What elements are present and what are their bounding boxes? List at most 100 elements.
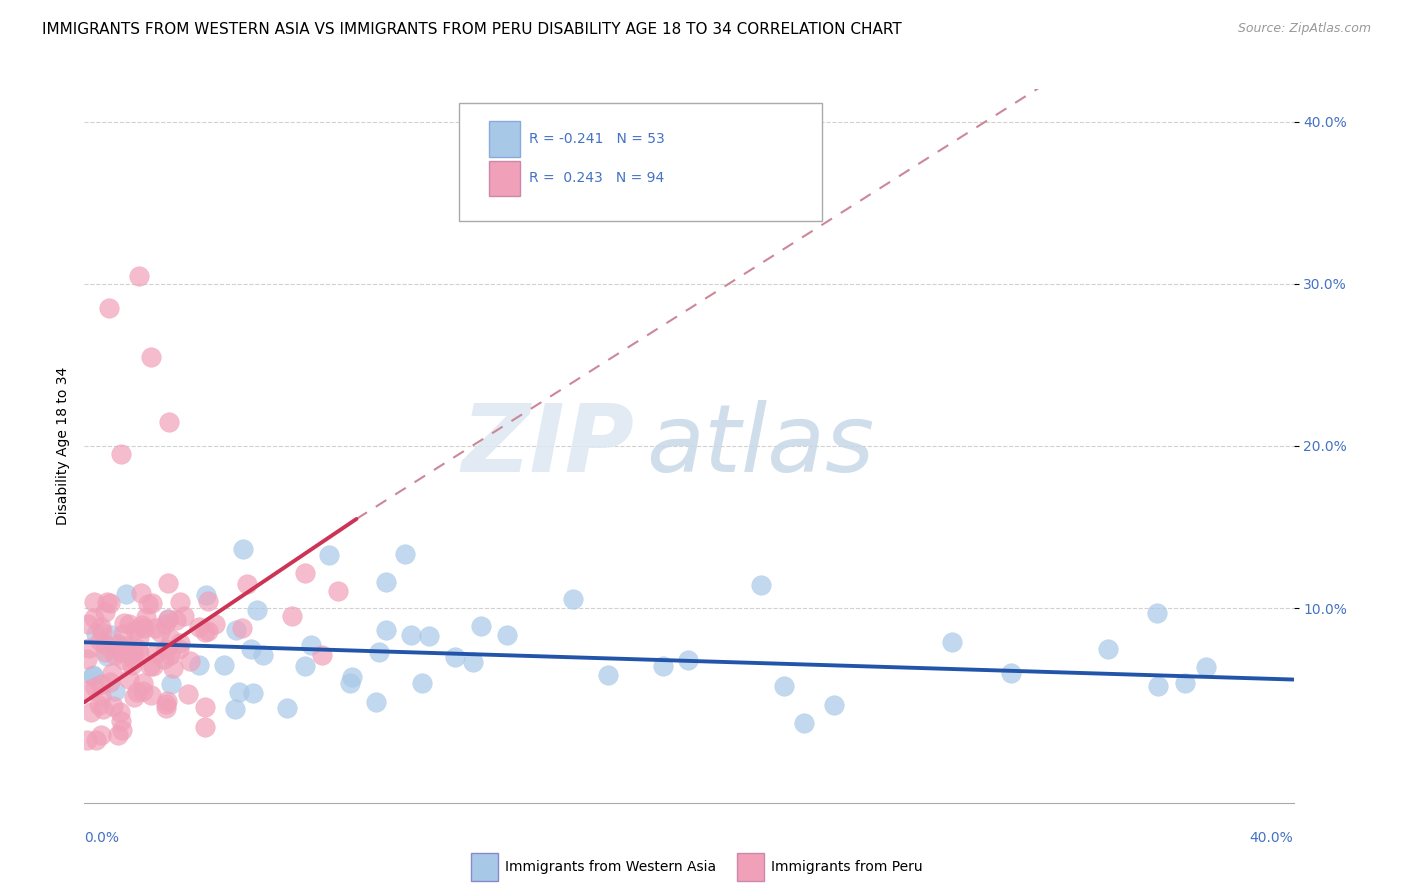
Point	[90, 728, 112, 742]
Point	[162, 661, 184, 675]
Point	[751, 578, 773, 592]
Point	[110, 714, 132, 728]
Point	[197, 624, 219, 638]
Point	[118, 647, 141, 661]
Point	[470, 619, 492, 633]
Point	[153, 651, 176, 665]
Point	[83, 611, 105, 625]
Point	[91, 702, 114, 716]
Point	[231, 621, 253, 635]
Point	[364, 695, 387, 709]
FancyBboxPatch shape	[737, 853, 763, 881]
Point	[179, 654, 201, 668]
Point	[562, 592, 585, 607]
Point	[135, 610, 157, 624]
Point	[169, 642, 191, 657]
Point	[225, 624, 247, 638]
Text: Immigrants from Peru: Immigrants from Peru	[770, 860, 922, 874]
Point	[394, 547, 416, 561]
Point	[118, 617, 141, 632]
Point	[89, 633, 111, 648]
Point	[418, 629, 440, 643]
Point	[169, 595, 191, 609]
Point	[100, 665, 122, 680]
Point	[118, 672, 141, 686]
Point	[77, 641, 100, 656]
Point	[111, 723, 134, 738]
Point	[1146, 606, 1168, 620]
Point	[128, 630, 150, 644]
Text: R = -0.241   N = 53: R = -0.241 N = 53	[529, 132, 665, 146]
Point	[93, 645, 115, 659]
Point	[676, 653, 699, 667]
Point	[96, 595, 118, 609]
Point	[156, 612, 179, 626]
Point	[104, 684, 127, 698]
Point	[129, 586, 152, 600]
Point	[89, 698, 111, 713]
Point	[141, 688, 163, 702]
Text: 40.0%: 40.0%	[1250, 831, 1294, 846]
Point	[114, 639, 136, 653]
Point	[138, 597, 160, 611]
Point	[115, 587, 138, 601]
Point	[94, 638, 117, 652]
Point	[124, 623, 146, 637]
Point	[328, 584, 350, 599]
Point	[84, 627, 107, 641]
Point	[299, 638, 322, 652]
Point	[90, 624, 112, 639]
Point	[294, 659, 316, 673]
Point	[399, 628, 422, 642]
Point	[311, 648, 333, 662]
Point	[197, 594, 219, 608]
Point	[276, 701, 298, 715]
Point	[149, 625, 172, 640]
Text: 0.0%: 0.0%	[84, 831, 120, 846]
Point	[246, 603, 269, 617]
Point	[165, 613, 187, 627]
Point	[132, 621, 155, 635]
Point	[194, 699, 217, 714]
FancyBboxPatch shape	[460, 103, 823, 221]
Point	[84, 680, 107, 694]
Point	[141, 596, 163, 610]
Point	[236, 576, 259, 591]
Text: Source: ZipAtlas.com: Source: ZipAtlas.com	[1237, 22, 1371, 36]
Point	[103, 648, 125, 662]
Point	[242, 686, 264, 700]
Point	[77, 616, 100, 631]
Point	[139, 350, 162, 364]
Point	[121, 652, 143, 666]
Point	[153, 616, 176, 631]
Point	[1195, 660, 1218, 674]
Point	[101, 698, 124, 713]
Point	[110, 447, 132, 461]
Point	[122, 645, 145, 659]
Point	[98, 596, 121, 610]
Point	[159, 648, 181, 662]
Point	[339, 676, 361, 690]
Point	[823, 698, 845, 712]
Point	[461, 655, 484, 669]
Point	[156, 694, 179, 708]
Point	[145, 646, 167, 660]
Point	[204, 617, 226, 632]
Point	[132, 676, 155, 690]
Point	[155, 701, 177, 715]
Point	[76, 682, 98, 697]
FancyBboxPatch shape	[489, 161, 520, 196]
Point	[82, 668, 104, 682]
Point	[76, 652, 98, 666]
Point	[318, 548, 340, 562]
FancyBboxPatch shape	[489, 121, 520, 157]
Point	[112, 627, 135, 641]
Point	[96, 648, 118, 663]
Point	[194, 720, 217, 734]
Point	[107, 729, 129, 743]
Point	[240, 641, 263, 656]
Point	[155, 642, 177, 657]
Point	[177, 687, 200, 701]
FancyBboxPatch shape	[471, 853, 498, 881]
Point	[139, 658, 162, 673]
